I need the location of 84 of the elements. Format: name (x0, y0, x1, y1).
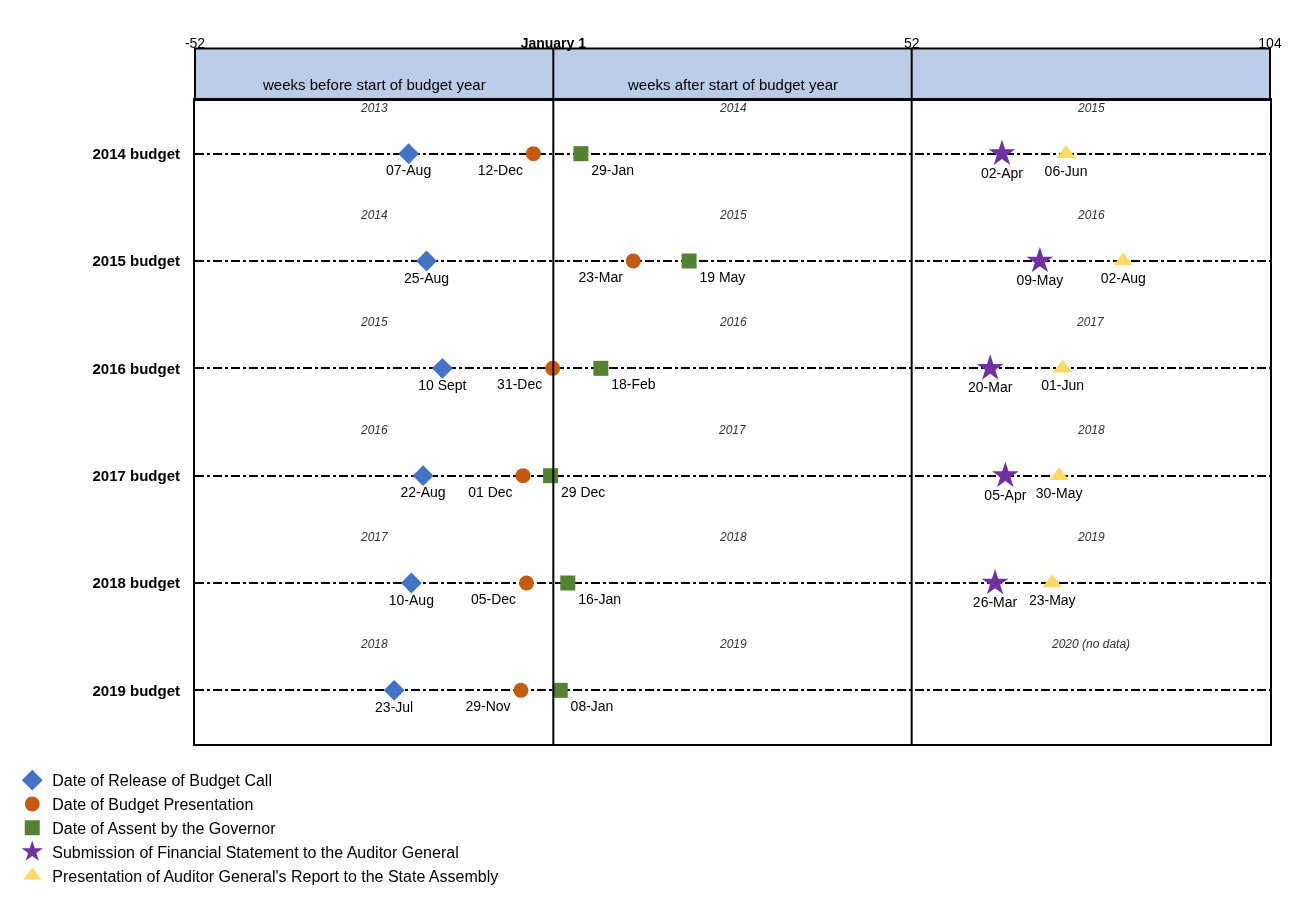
point (573, 146, 589, 162)
data-label: 01-Jun (1041, 377, 1084, 394)
data-label: 16-Jan (578, 590, 621, 607)
point (593, 360, 609, 376)
legend-label: Submission of Financial Statement to the Auditor General (52, 843, 459, 861)
point (981, 569, 1009, 595)
point (525, 146, 541, 162)
data-label: 08-Jan (570, 698, 614, 715)
point (518, 575, 534, 591)
x-tick-label: -52 (184, 35, 206, 52)
annotation: 2014 (360, 208, 389, 222)
annotation: 2019 (719, 637, 748, 651)
annotation: 2014 (719, 101, 748, 115)
data-label: 26-Mar (972, 594, 1018, 610)
point (988, 139, 1016, 165)
y-tick-label: 2015 budget (92, 252, 180, 270)
point (625, 253, 641, 269)
annotation: 2018 (1077, 423, 1106, 437)
annotation: 2018 (719, 530, 748, 544)
point (515, 468, 531, 484)
data-label: 02-Apr (980, 164, 1024, 181)
x-tick-label: January 1 (520, 35, 587, 52)
legend-label: Date of Release of Budget Call (52, 772, 272, 790)
data-label: 20-Mar (968, 379, 1013, 396)
legend-label: Date of Assent by the Governor (52, 820, 277, 838)
point (412, 465, 434, 487)
annotation: 2015 (1077, 101, 1106, 115)
point (992, 461, 1019, 487)
data-label: 19 May (699, 268, 746, 285)
data-label: 05-Apr (984, 486, 1027, 503)
y-tick-label: 2018 budget (92, 574, 180, 592)
annotation: 2017 (360, 530, 390, 544)
y-tick-label: 2014 budget (92, 144, 180, 162)
data-label: 31-Dec (497, 376, 543, 393)
data-label: 25-Aug (403, 269, 450, 286)
data-label: 22-Aug (400, 484, 446, 501)
data-label: 02-Aug (1100, 270, 1146, 287)
point (431, 357, 453, 379)
point (552, 682, 568, 698)
data-label: 12-Dec (477, 161, 523, 178)
point (398, 143, 420, 165)
data-label: 23-Mar (578, 268, 624, 285)
annotation: 2016 (360, 423, 389, 437)
annotation: 2015 (360, 315, 389, 329)
data-label: 01 Dec (468, 483, 513, 500)
point (513, 682, 529, 698)
annotation: 2016 (1077, 208, 1106, 222)
data-label: 29-Jan (591, 161, 635, 178)
point (416, 250, 437, 272)
data-label: 10-Aug (388, 591, 434, 608)
annotation: 2015 (719, 208, 748, 222)
annotation: 2013 (360, 101, 389, 115)
annotation: 2020 (no data) (1051, 637, 1131, 651)
point (400, 572, 422, 594)
data-label: 06-Jun (1044, 162, 1088, 179)
data-label: 23-May (1028, 592, 1076, 609)
y-tick-label: 2019 budget (92, 681, 180, 699)
legend-label: Presentation of Auditor General's Report to the State Assembly (52, 867, 499, 885)
annotation: 2017 (718, 423, 748, 437)
data-label: 23-Jul (375, 698, 414, 715)
annotation: 2019 (1077, 530, 1106, 544)
text: weeks before start of budget year (262, 76, 486, 93)
data-label: 07-Aug (386, 162, 432, 179)
data-label: 30-May (1035, 484, 1083, 501)
point (681, 253, 697, 269)
data-label: 09-May (1016, 272, 1064, 288)
y-tick-label: 2017 budget (92, 466, 180, 484)
x-tick-label: 52 (903, 35, 920, 52)
data-label: 18-Feb (611, 376, 656, 393)
annotation: 2016 (719, 315, 748, 329)
point (383, 679, 405, 701)
legend-label: Date of Budget Presentation (52, 796, 254, 814)
point (976, 354, 1004, 380)
x-tick-label: 104 (1258, 35, 1282, 52)
annotation: 2018 (360, 637, 389, 651)
data-label: 10 Sept (418, 376, 467, 393)
text: weeks after start of budget year (627, 76, 839, 93)
annotation: 2017 (1076, 315, 1106, 329)
data-label: 29 Dec (560, 483, 606, 500)
point (560, 575, 576, 591)
y-tick-label: 2016 budget (92, 359, 180, 377)
data-label: 29-Nov (465, 698, 511, 715)
point (1026, 247, 1054, 273)
data-label: 05-Dec (470, 590, 517, 607)
